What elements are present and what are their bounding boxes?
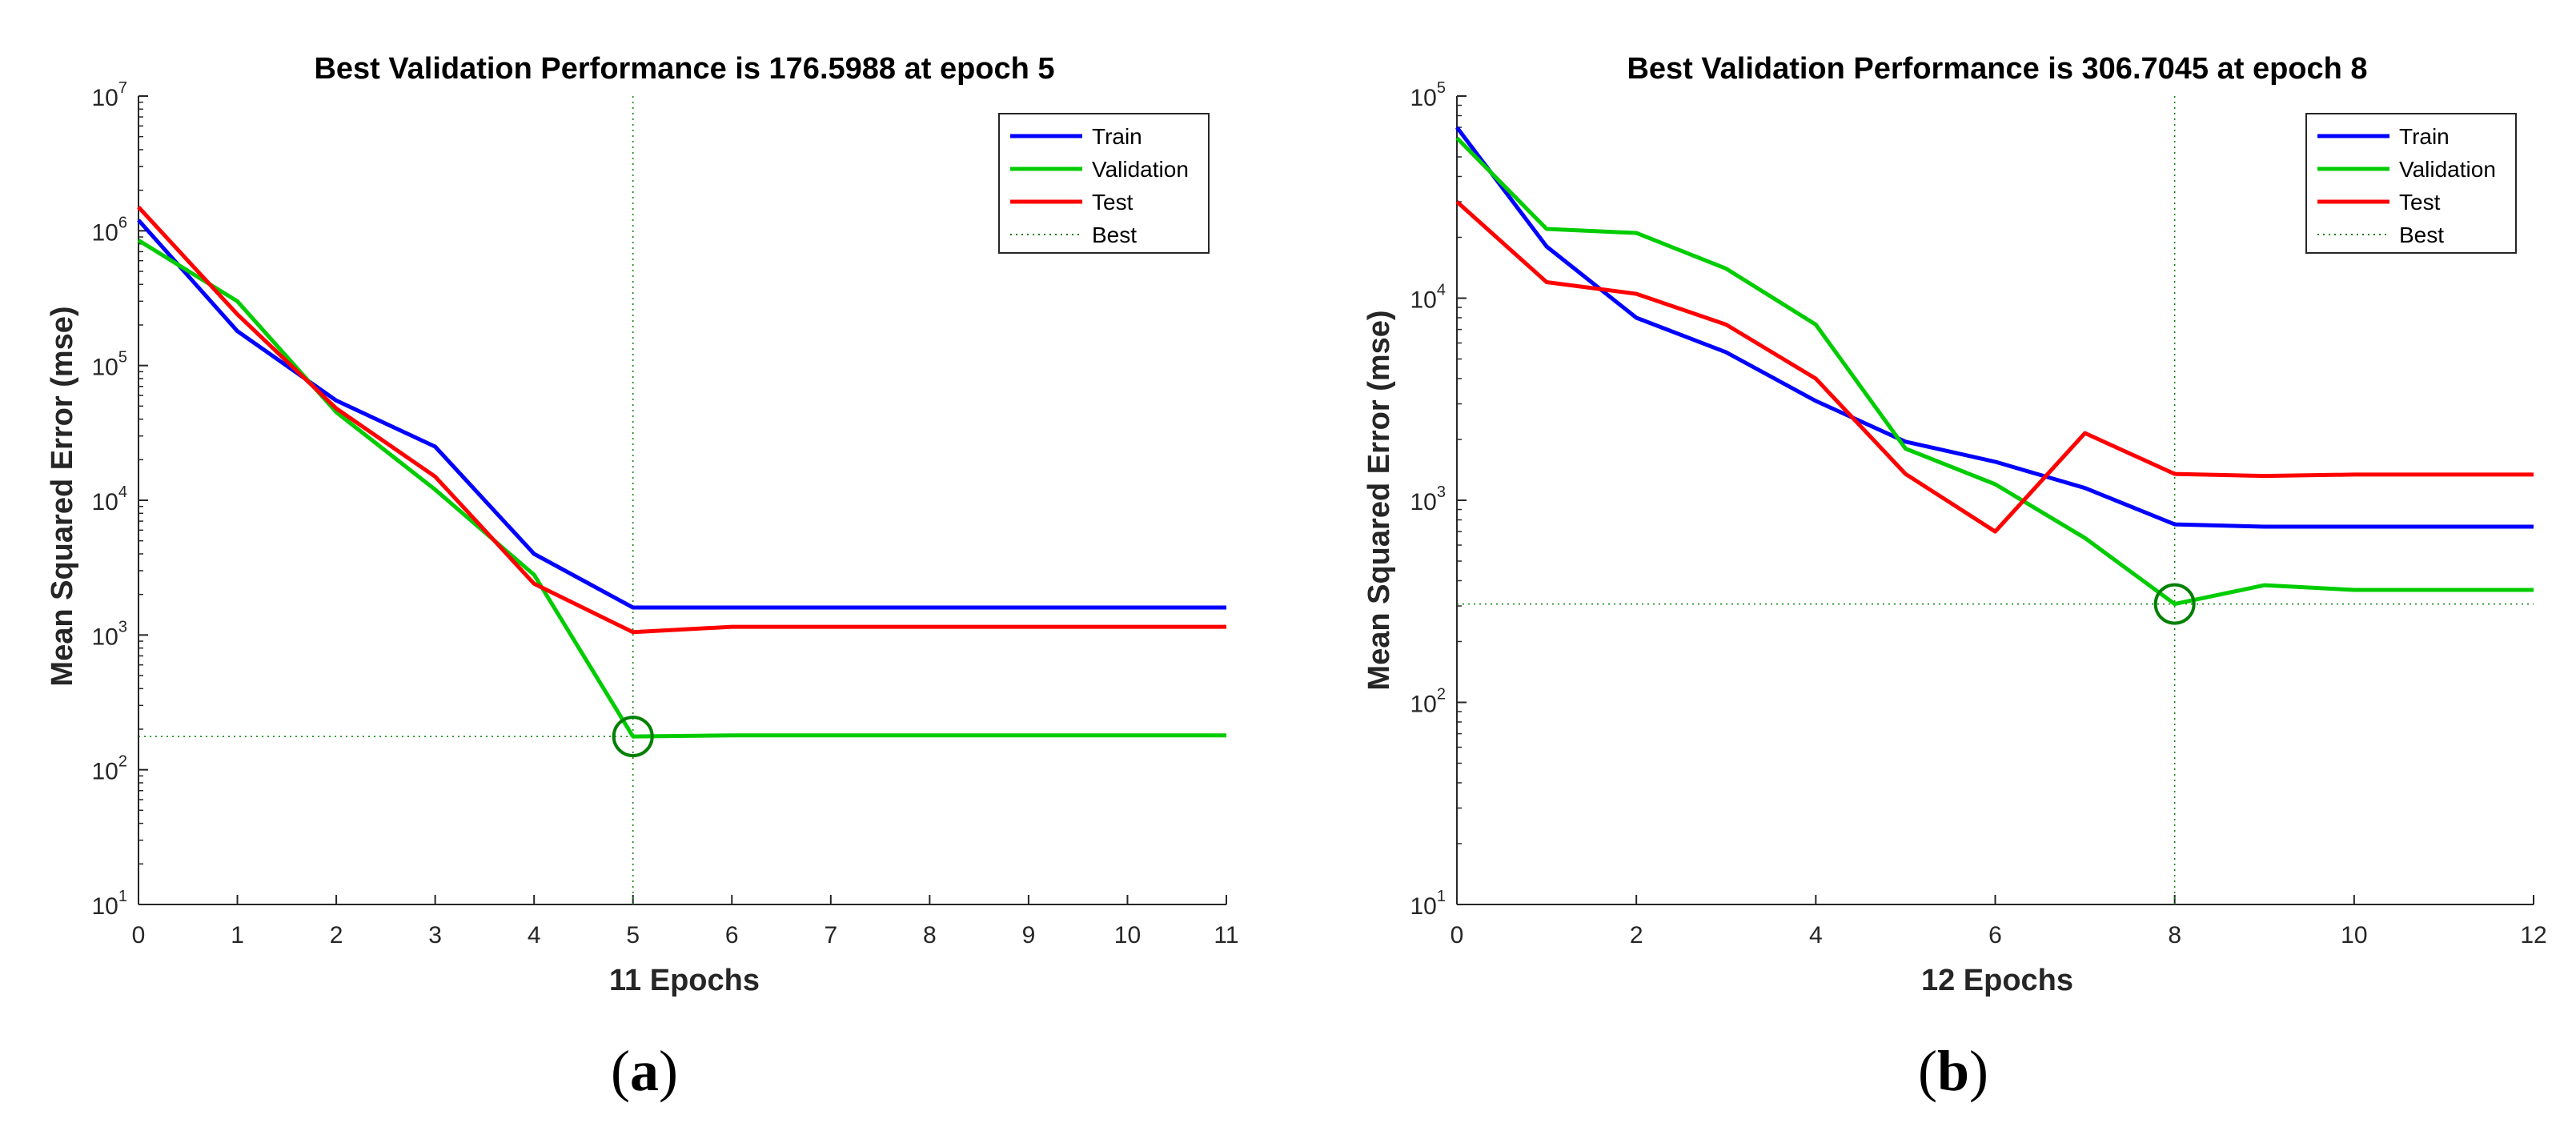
panel-caption: (a) <box>611 1039 678 1103</box>
x-axis-label: 11 Epochs <box>609 964 760 997</box>
x-tick-label: 0 <box>132 922 146 949</box>
panel-b: Best Validation Performance is 306.7045 … <box>1362 52 2547 1103</box>
x-tick-label: 10 <box>2341 922 2367 949</box>
legend-label-validation: Validation <box>1092 157 1189 182</box>
x-tick-label: 3 <box>428 922 442 949</box>
x-tick-label: 0 <box>1451 922 1464 949</box>
y-tick-label: 104 <box>92 483 128 515</box>
plot-area: 0 1 2 3 4 5 6 7 8 9 10 11 101 102 103 104 105 106 107 Train… <box>92 79 1239 949</box>
y-tick-label: 101 <box>1410 888 1446 920</box>
chart-title: Best Validation Performance is 176.5988 … <box>314 52 1054 86</box>
y-axis-label: Mean Squared Error (mse) <box>46 306 79 686</box>
plot-area: 0 2 4 6 8 10 12 101 102 103 104 105 Train Validation T… <box>1410 79 2547 949</box>
legend-label-best: Best <box>1092 223 1137 247</box>
legend-label-train: Train <box>1092 124 1142 149</box>
series-line-validation <box>1455 136 2534 607</box>
x-tick-label: 12 <box>2520 922 2546 949</box>
legend-label-test: Test <box>2399 190 2441 215</box>
legend-label-validation: Validation <box>2399 157 2496 182</box>
best-point-marker <box>2153 583 2196 625</box>
x-tick-label: 1 <box>231 922 244 949</box>
y-tick-label: 104 <box>1410 282 1446 314</box>
x-tick-label: 11 <box>1214 922 1238 949</box>
series-line-train <box>1455 126 2534 529</box>
series-line-test <box>137 206 1226 635</box>
panel-caption: (b) <box>1918 1039 1988 1103</box>
y-tick-label: 103 <box>1410 483 1446 515</box>
x-tick-label: 4 <box>1809 922 1823 949</box>
panel-caption-letter: b <box>1937 1039 1969 1103</box>
series-line-train <box>137 219 1226 610</box>
x-tick-label: 2 <box>330 922 343 949</box>
x-tick-label: 6 <box>1988 922 2002 949</box>
legend-label-train: Train <box>2399 124 2450 149</box>
x-tick-label: 5 <box>626 922 640 949</box>
y-tick-label: 107 <box>92 79 128 111</box>
x-tick-label: 8 <box>923 922 937 949</box>
legend-label-test: Test <box>1092 190 1134 215</box>
series-line-validation <box>137 239 1226 739</box>
x-tick-label: 6 <box>725 922 739 949</box>
series-line-test <box>1455 200 2534 534</box>
best-point-marker <box>612 716 654 758</box>
y-tick-label: 103 <box>92 618 128 650</box>
x-tick-label: 7 <box>824 922 837 949</box>
x-tick-label: 9 <box>1022 922 1036 949</box>
y-tick-label: 101 <box>92 888 128 920</box>
x-tick-label: 2 <box>1630 922 1643 949</box>
x-tick-label: 10 <box>1114 922 1141 949</box>
panel-caption-letter: a <box>630 1039 659 1103</box>
x-axis-label: 12 Epochs <box>1921 964 2073 997</box>
x-tick-label: 8 <box>2168 922 2181 949</box>
legend-label-best: Best <box>2399 223 2444 247</box>
y-tick-label: 105 <box>1410 79 1446 111</box>
y-tick-label: 105 <box>92 349 128 381</box>
panel-a: Best Validation Performance is 176.5988 … <box>46 52 1239 1103</box>
y-axis-label: Mean Squared Error (mse) <box>1362 310 1396 690</box>
x-tick-label: 4 <box>528 922 541 949</box>
y-tick-label: 106 <box>92 214 128 246</box>
y-tick-label: 102 <box>1410 686 1446 718</box>
y-tick-label: 102 <box>92 753 128 785</box>
chart-title: Best Validation Performance is 306.7045 … <box>1627 52 2367 86</box>
